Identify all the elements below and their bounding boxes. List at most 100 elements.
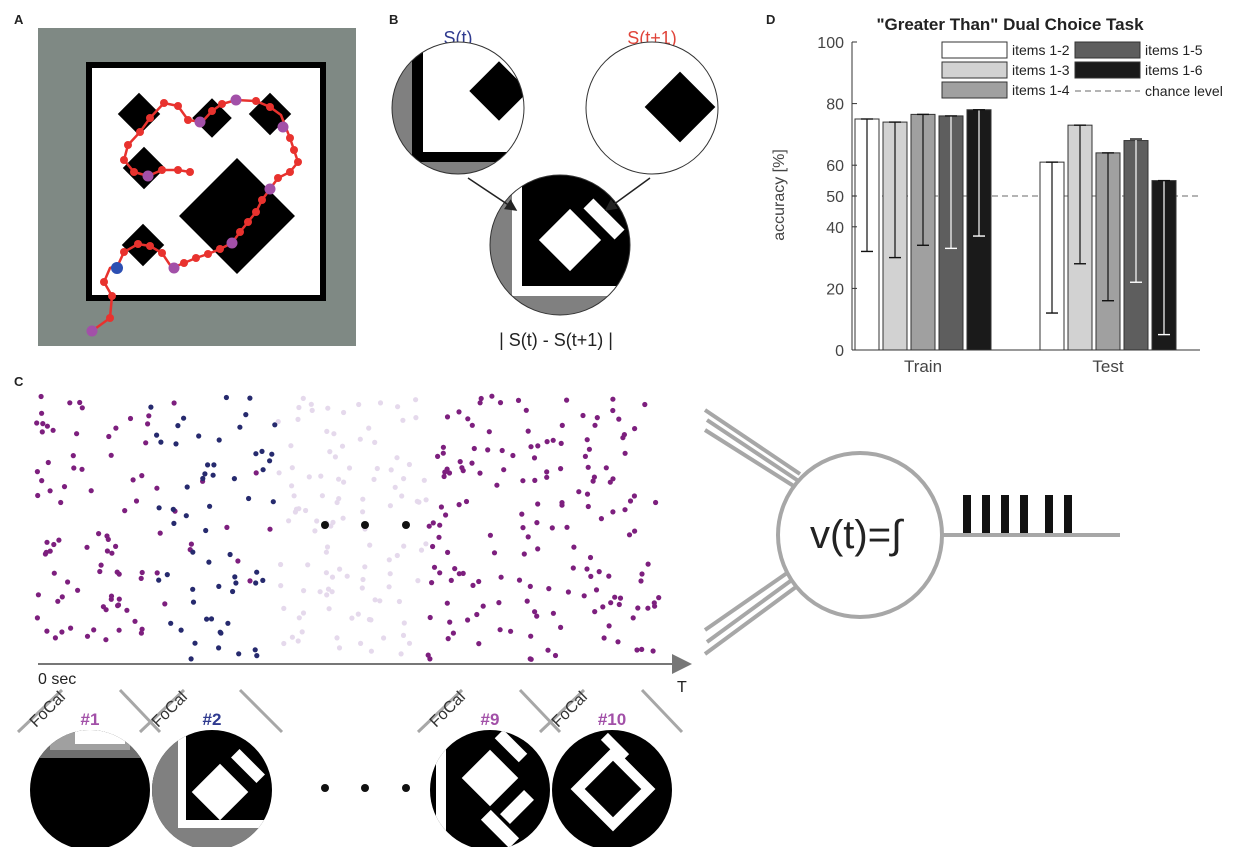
spike bbox=[281, 605, 287, 612]
spike bbox=[652, 603, 658, 609]
spike bbox=[108, 593, 115, 599]
spike bbox=[59, 594, 65, 600]
spike bbox=[610, 407, 616, 414]
spike bbox=[138, 630, 144, 636]
spike bbox=[207, 503, 213, 509]
spike bbox=[34, 420, 40, 426]
spike bbox=[515, 397, 522, 403]
spike bbox=[524, 598, 530, 604]
spike bbox=[469, 460, 475, 466]
spike bbox=[447, 619, 453, 625]
spike bbox=[457, 459, 463, 465]
spike bbox=[414, 498, 420, 504]
spike bbox=[366, 425, 372, 431]
spike bbox=[549, 525, 555, 531]
spike bbox=[508, 628, 514, 634]
spike bbox=[356, 401, 362, 408]
spike bbox=[289, 465, 295, 471]
spike bbox=[59, 629, 65, 635]
spike bbox=[130, 477, 136, 483]
legend-label: items 1-6 bbox=[1145, 62, 1203, 78]
spike bbox=[612, 594, 618, 600]
spike bbox=[341, 409, 347, 416]
spike bbox=[359, 585, 365, 591]
spike bbox=[528, 444, 534, 450]
ellipsis-dots-frames bbox=[321, 784, 410, 792]
spike bbox=[65, 579, 71, 585]
spike bbox=[552, 652, 559, 659]
panel-letter-b: B bbox=[389, 12, 399, 27]
spike bbox=[443, 512, 449, 518]
spike bbox=[127, 415, 134, 422]
spike bbox=[516, 577, 523, 583]
spike bbox=[368, 648, 374, 654]
spike bbox=[357, 436, 363, 442]
spike bbox=[606, 623, 612, 629]
spike bbox=[331, 431, 337, 437]
spike bbox=[296, 404, 302, 411]
spike bbox=[478, 395, 484, 402]
spike bbox=[35, 492, 41, 499]
spike bbox=[360, 496, 366, 502]
spike bbox=[308, 401, 314, 407]
y-tick-label: 50 bbox=[826, 189, 844, 206]
spike bbox=[616, 601, 622, 608]
trajectory-path bbox=[91, 98, 300, 333]
spike bbox=[469, 422, 475, 428]
spike bbox=[77, 399, 83, 406]
spike bbox=[471, 445, 477, 452]
spike bbox=[615, 639, 621, 645]
spike bbox=[634, 647, 640, 653]
spike bbox=[437, 522, 443, 528]
spike bbox=[401, 543, 407, 549]
spike bbox=[74, 431, 80, 437]
spike bbox=[124, 607, 130, 613]
spike bbox=[476, 641, 482, 647]
spike bbox=[360, 509, 366, 515]
spike bbox=[324, 544, 331, 550]
spike bbox=[650, 648, 656, 654]
spike bbox=[520, 525, 526, 531]
spike bbox=[532, 609, 538, 615]
spike bbox=[386, 557, 392, 563]
spike bbox=[501, 467, 507, 473]
spike bbox=[528, 633, 534, 639]
spike bbox=[406, 640, 413, 646]
spike bbox=[71, 465, 77, 471]
spike bbox=[190, 599, 197, 605]
spike bbox=[430, 520, 436, 526]
spike bbox=[122, 508, 128, 514]
frame-id-2: #2 bbox=[203, 710, 222, 729]
spike bbox=[225, 620, 231, 626]
spike bbox=[456, 502, 462, 508]
spike bbox=[544, 474, 550, 480]
spike bbox=[656, 595, 662, 601]
spike bbox=[341, 479, 347, 485]
spike bbox=[546, 586, 552, 592]
spike bbox=[494, 482, 500, 488]
spike bbox=[622, 507, 628, 513]
spike bbox=[630, 615, 636, 621]
spike bbox=[398, 651, 404, 657]
x-category-label: Test bbox=[1092, 357, 1123, 376]
spike bbox=[325, 586, 332, 592]
spike bbox=[601, 635, 607, 641]
spike bbox=[84, 544, 90, 550]
spike bbox=[332, 454, 338, 460]
spike bbox=[399, 493, 405, 499]
spike bbox=[278, 583, 284, 589]
spike bbox=[610, 509, 616, 515]
spike bbox=[203, 527, 209, 534]
spike bbox=[476, 578, 482, 585]
spike bbox=[460, 570, 466, 577]
spike bbox=[196, 433, 202, 439]
y-tick-label: 0 bbox=[835, 343, 844, 360]
spike bbox=[253, 470, 259, 476]
spike bbox=[444, 414, 451, 420]
spike bbox=[296, 615, 302, 621]
spike bbox=[534, 520, 540, 526]
focal-label-9: FoCal bbox=[427, 689, 469, 731]
spike bbox=[52, 635, 59, 641]
spike bbox=[224, 524, 230, 531]
spike bbox=[367, 542, 373, 548]
